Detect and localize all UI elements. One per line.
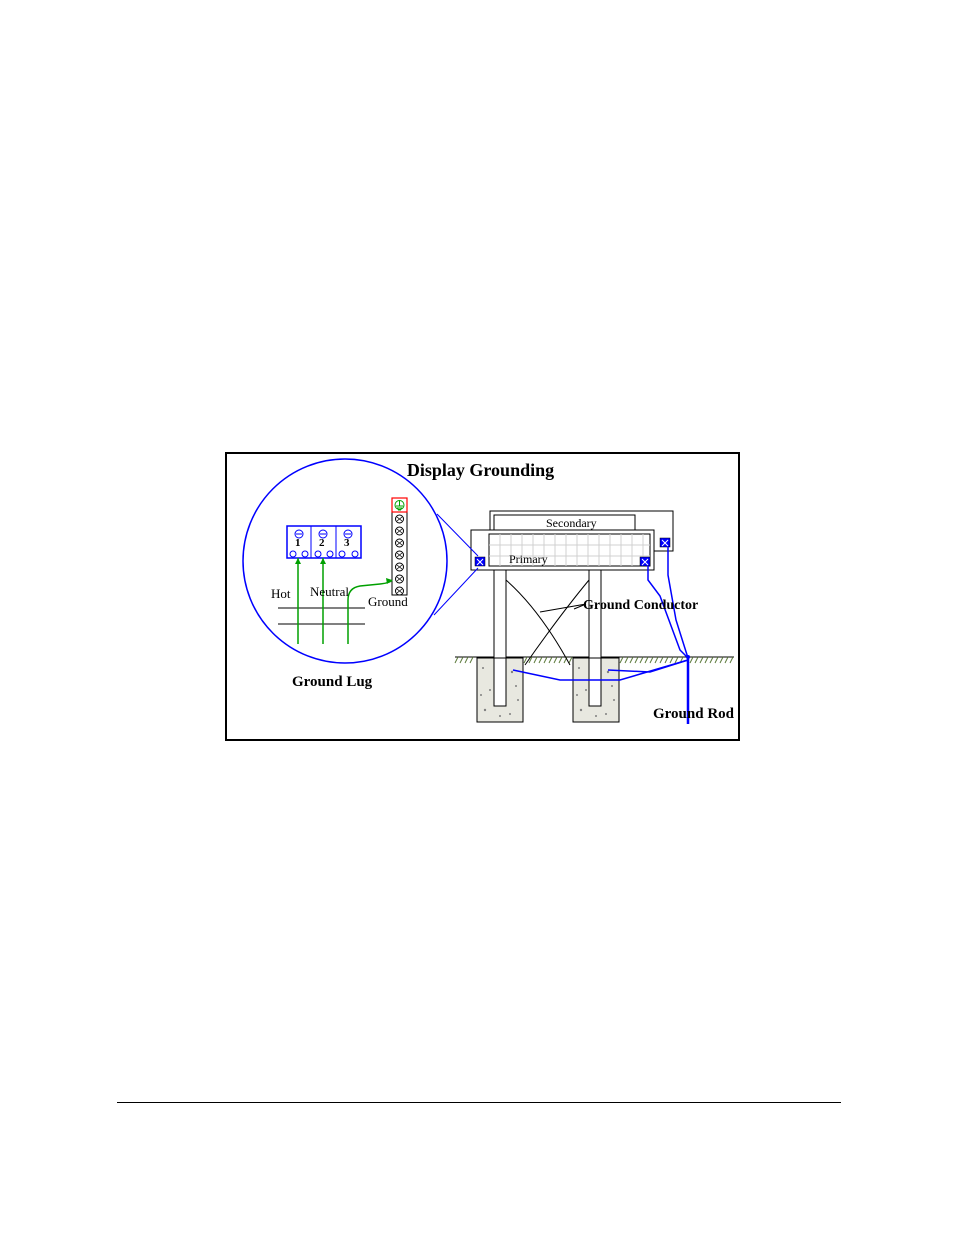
page-footer-rule bbox=[117, 1102, 841, 1103]
footing-right bbox=[573, 658, 619, 722]
terminal-label-2: 2 bbox=[319, 537, 325, 549]
terminal-label-3: 3 bbox=[344, 537, 350, 549]
callout-ground-rod: Ground Rod bbox=[653, 706, 734, 723]
terminal-label-1: 1 bbox=[295, 537, 301, 549]
wire-label-ground: Ground bbox=[368, 594, 408, 610]
wire-label-neutral: Neutral bbox=[310, 584, 349, 600]
figure-drawing bbox=[0, 0, 954, 1235]
footing-left bbox=[477, 658, 523, 722]
display-label-primary: Primary bbox=[509, 552, 548, 567]
callout-ground-conductor: Ground Conductor bbox=[583, 598, 698, 614]
ground-lug-strip bbox=[392, 498, 407, 595]
callout-ground-lug: Ground Lug bbox=[292, 674, 372, 691]
display-label-secondary: Secondary bbox=[546, 516, 597, 531]
detail-circle bbox=[243, 459, 447, 663]
pole-left bbox=[494, 570, 506, 658]
wire-label-hot: Hot bbox=[271, 586, 291, 602]
ground-conductor-wires bbox=[506, 580, 589, 665]
document-page: Display Grounding bbox=[0, 0, 954, 1235]
display-primary bbox=[471, 530, 670, 570]
